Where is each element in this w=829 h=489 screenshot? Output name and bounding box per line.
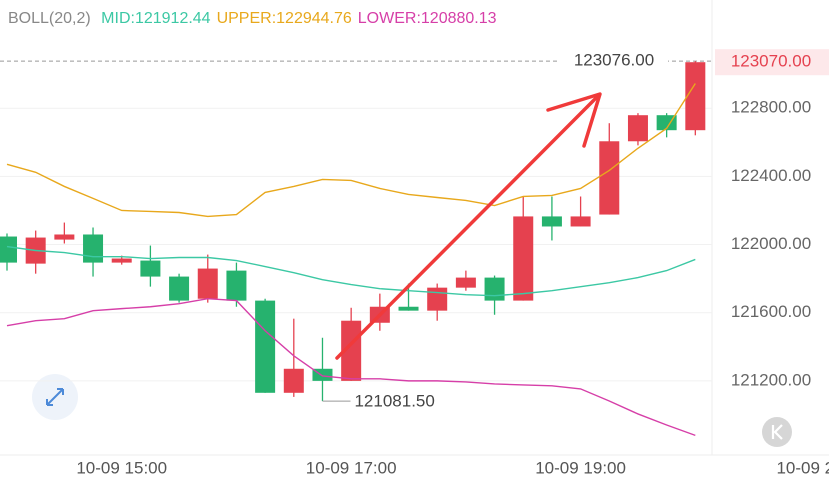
candle-body: [0, 236, 17, 263]
legend: BOLL(20,2) MID:121912.44 UPPER:122944.76 L…: [8, 10, 497, 27]
candle-body: [484, 277, 505, 301]
trend-arrow: [335, 95, 599, 360]
candle-body: [197, 268, 218, 299]
expand-button[interactable]: [32, 374, 78, 420]
x-tick-label: 10-09 17:00: [306, 458, 397, 477]
boll-line: [6, 245, 696, 297]
scroll-end-circle: [762, 417, 792, 447]
trend-arrowhead: [546, 92, 602, 148]
candle-body: [341, 320, 362, 381]
y-tick-label: 122000.00: [731, 234, 811, 253]
y-tick-label: 121200.00: [731, 370, 811, 389]
x-tick-label: 10-09 15:00: [76, 458, 167, 477]
boll-line: [6, 83, 696, 218]
candle-body: [398, 306, 419, 311]
high-marker-label: 123076.00: [574, 51, 654, 70]
x-tick-label: 10-09 21: [776, 458, 829, 477]
candle-body: [427, 287, 448, 311]
candle-body: [455, 277, 476, 288]
scroll-end-icon: [771, 424, 783, 440]
y-tick-label: 121600.00: [731, 302, 811, 321]
candle-body: [627, 115, 648, 142]
candle-body: [656, 115, 677, 131]
candle-body: [226, 270, 247, 301]
last-price-label: 123070.00: [731, 52, 811, 71]
high-marker-bg: [560, 50, 668, 73]
candle-body: [255, 300, 276, 393]
candle-body: [541, 216, 562, 227]
candle-body: [599, 141, 620, 215]
candle-body: [283, 368, 304, 393]
candle-body: [513, 216, 534, 301]
low-marker-label: 121081.50: [354, 392, 434, 411]
x-tick-label: 10-09 19:00: [535, 458, 626, 477]
legend-entry: MID:121912.44: [101, 10, 211, 27]
y-tick-label: 122400.00: [731, 166, 811, 185]
candle-body: [140, 260, 161, 277]
indicator-name: BOLL(20,2): [8, 10, 91, 27]
candle-body: [685, 62, 706, 131]
candle-body: [54, 234, 75, 240]
candle-body: [111, 258, 132, 263]
candle-body: [570, 216, 591, 227]
candle-body: [169, 276, 190, 301]
last-price-bg: [715, 49, 829, 76]
scroll-end-button[interactable]: [762, 417, 792, 447]
legend-entry: UPPER:122944.76: [217, 10, 352, 27]
candle-body: [83, 234, 104, 263]
boll-line: [6, 298, 696, 437]
y-tick-label: 122800.00: [731, 98, 811, 117]
expand-icon: [46, 388, 64, 406]
legend-entry: LOWER:120880.13: [358, 10, 497, 27]
